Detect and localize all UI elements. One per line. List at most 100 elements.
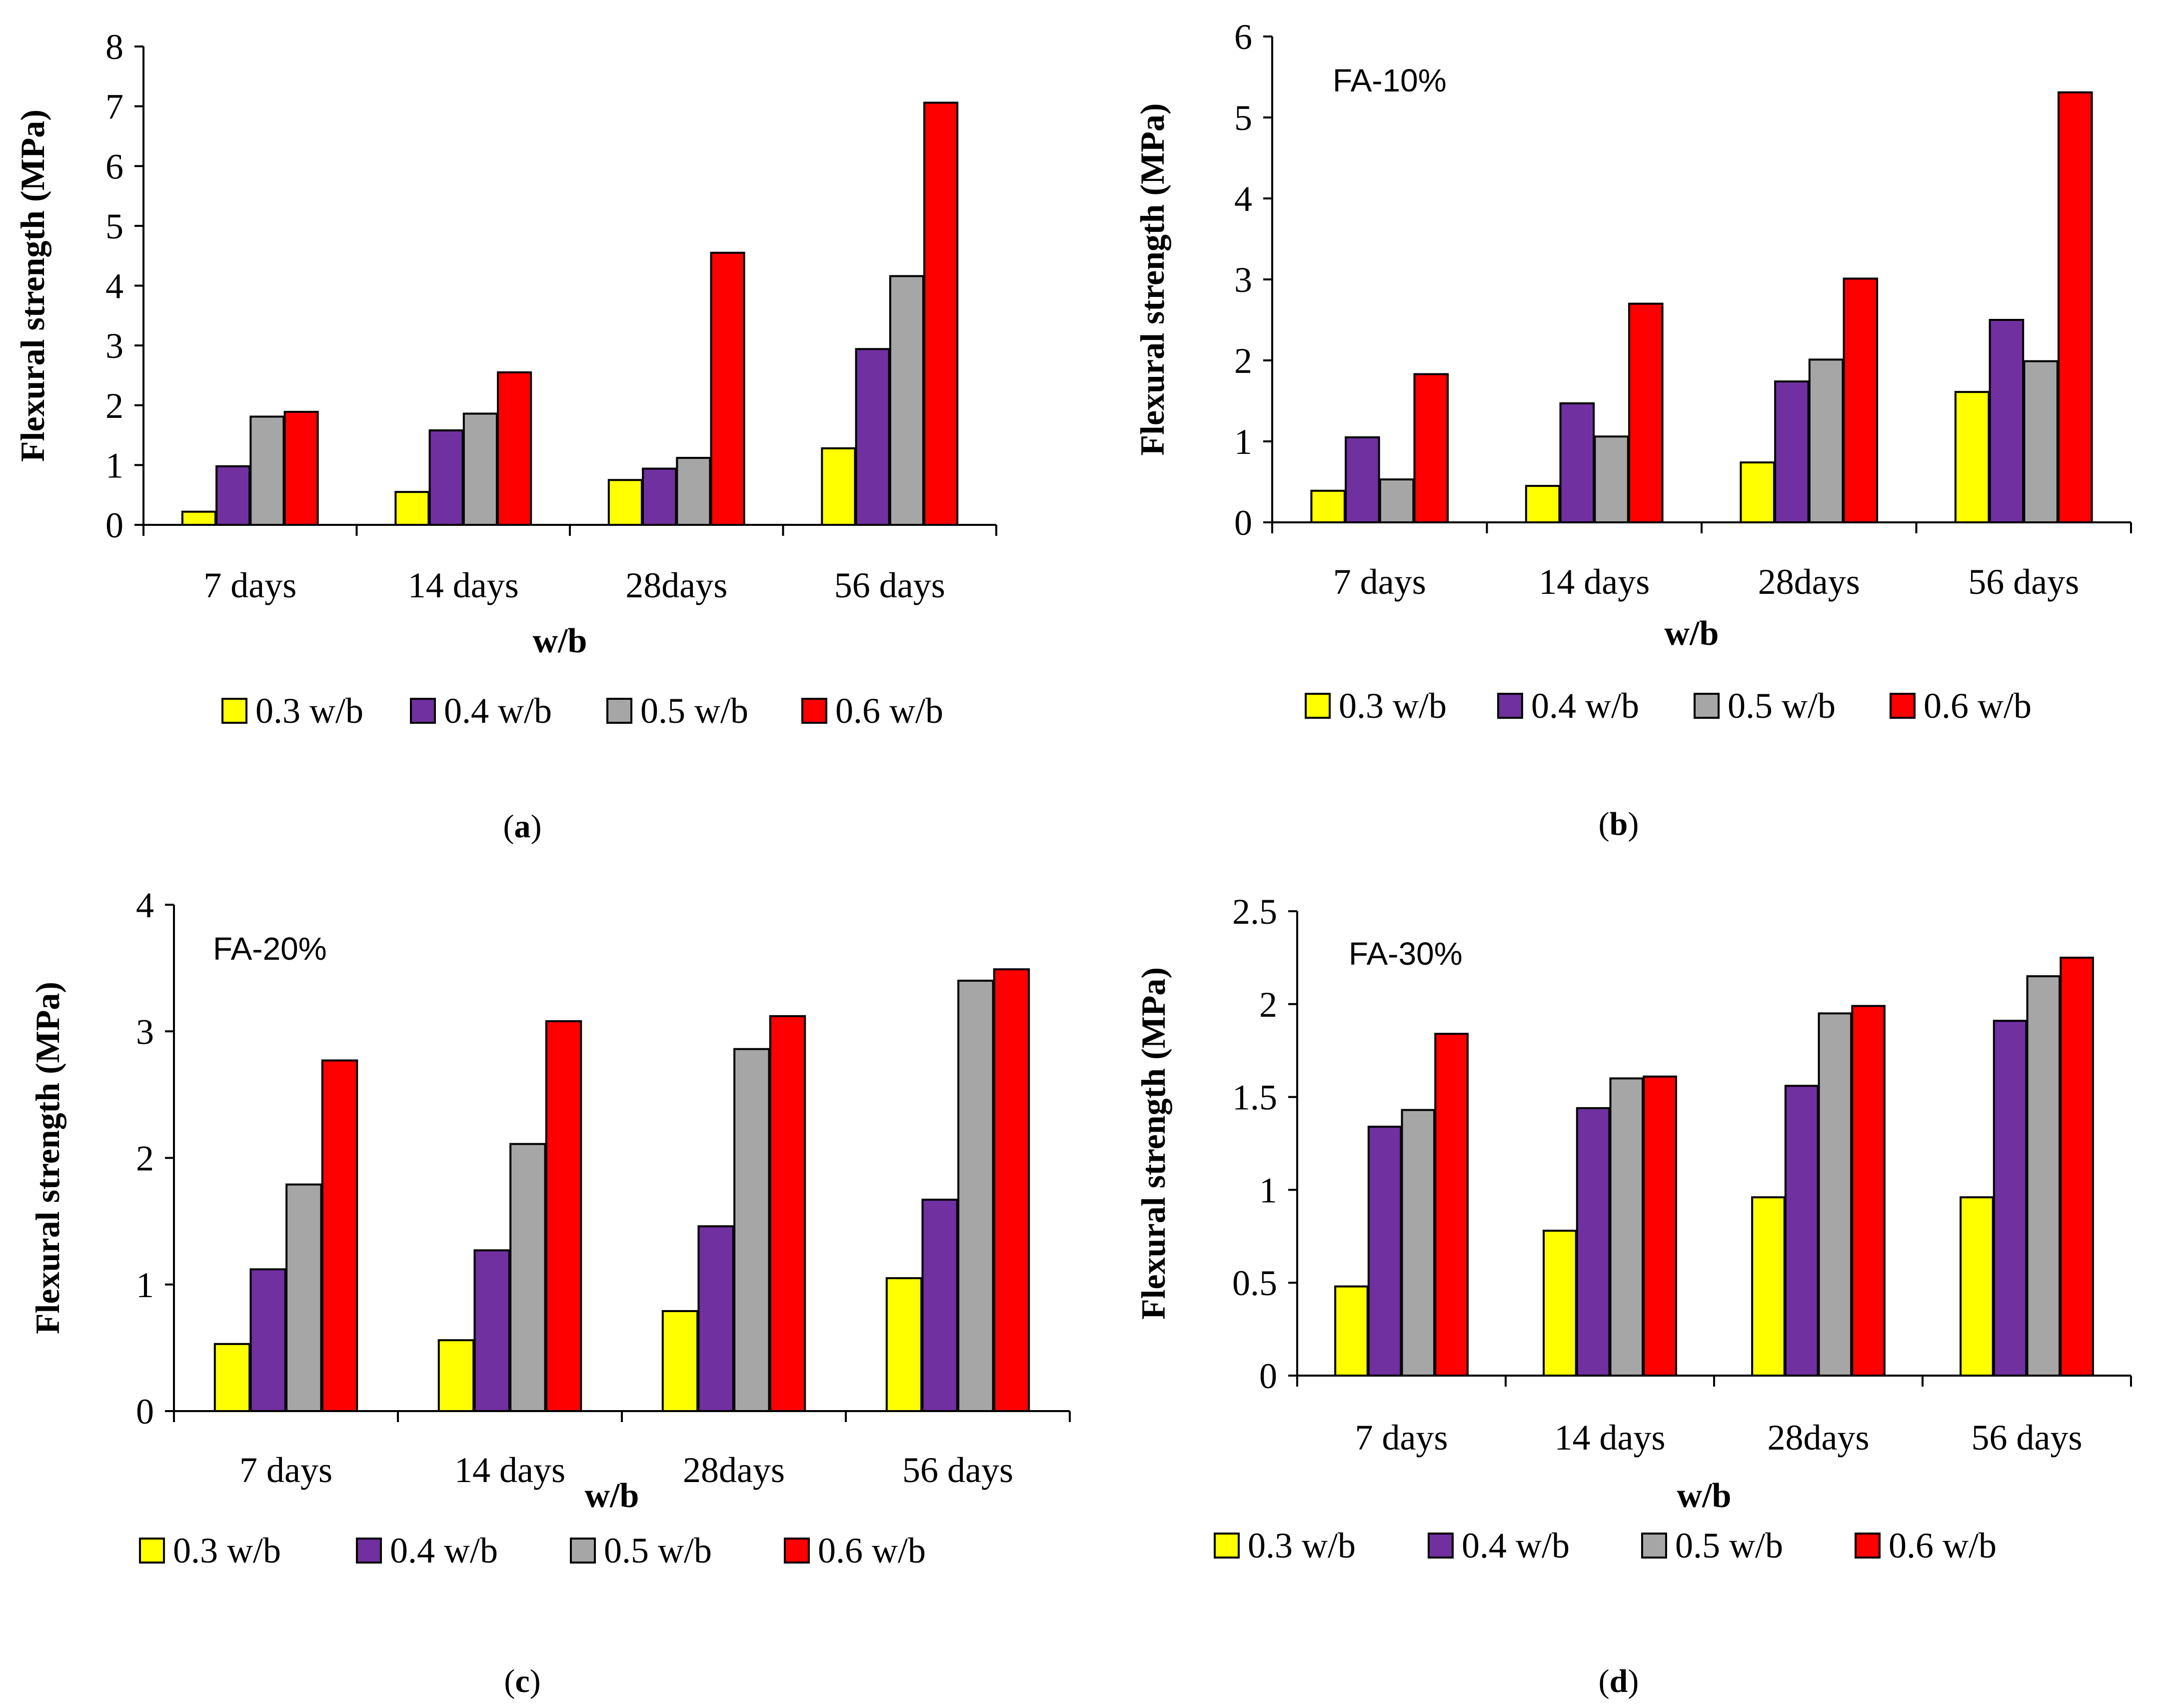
legend-item: 0.5 w/b: [606, 691, 748, 731]
legend-label: 0.4 w/b: [1462, 1526, 1570, 1566]
bar-0-3-w-b-56-days: [1960, 1196, 1994, 1377]
legend-label: 0.5 w/b: [1728, 686, 1836, 726]
bar-0-5-w-b-7-days: [285, 1183, 322, 1413]
y-tick-label: 1: [1234, 422, 1252, 462]
category-label: 56 days: [1972, 1418, 2083, 1458]
panel-caption: (a): [503, 808, 542, 845]
bar-0-6-w-b-56-days: [2060, 956, 2094, 1377]
legend-item: 0.4 w/b: [356, 1531, 498, 1571]
legend-swatch: [1214, 1533, 1240, 1559]
bar-0-6-w-b-28days: [769, 1015, 806, 1412]
panel-caption: (c): [504, 1663, 540, 1700]
bar-0-5-w-b-7-days: [249, 415, 285, 526]
bar-0-5-w-b-56-days: [2026, 975, 2061, 1377]
legend: 0.3 w/b 0.4 w/b 0.5 w/b 0.6 w/b: [221, 691, 943, 731]
category-label: 7 days: [1355, 1418, 1448, 1458]
y-tick-label: 2: [136, 1139, 154, 1179]
legend-item: 0.4 w/b: [1497, 686, 1639, 726]
chart-panel-a: 0 1 2 3 4 5 6 7 8 7 days 14 days 28days 56 days w/b Fl…: [13, 27, 997, 845]
legend-label: 0.5 w/b: [1675, 1526, 1783, 1566]
bar-0-6-w-b-7-days: [1413, 373, 1449, 523]
bar-0-5-w-b-14-days: [1609, 1077, 1644, 1377]
category-label: 7 days: [1333, 562, 1426, 602]
bar-0-3-w-b-14-days: [1543, 1230, 1577, 1377]
category-label: 56 days: [902, 1450, 1013, 1490]
y-tick-label: 3: [105, 326, 123, 366]
bar-0-4-w-b-56-days: [921, 1199, 958, 1412]
bar-0-6-w-b-7-days: [1434, 1033, 1469, 1377]
category-label: 56 days: [834, 565, 945, 605]
x-axis-label: w/b: [533, 622, 587, 660]
bar-0-4-w-b-28days: [697, 1225, 734, 1412]
y-tick-label: 1: [105, 445, 123, 485]
bar-0-3-w-b-56-days: [1954, 391, 1990, 523]
category-label: 28days: [625, 565, 727, 605]
legend-label: 0.3 w/b: [255, 691, 363, 731]
chart-panel-c: 0 1 2 3 4 7 days 14 days 28days 56 days w/b Flexur…: [28, 885, 1071, 1700]
y-axis-label: Flexural strength (MPa): [13, 109, 51, 462]
legend-swatch: [784, 1538, 810, 1564]
category-label: 7 days: [203, 565, 296, 605]
legend: 0.3 w/b 0.4 w/b 0.5 w/b 0.6 w/b: [1305, 686, 2032, 726]
legend-item: 0.6 w/b: [784, 1531, 926, 1571]
panel-annotation: FA-20%: [213, 931, 327, 967]
y-tick-label: 1: [1259, 1170, 1277, 1210]
legend-label: 0.5 w/b: [640, 691, 748, 731]
chart-panel-b: 0 1 2 3 4 5 6 7 days 14 days 28days 56 days w/b Flex…: [1133, 17, 2132, 842]
bar-0-6-w-b-28days: [1851, 1005, 1886, 1377]
category-label: 28days: [1768, 1418, 1870, 1458]
category-label: 28days: [683, 1450, 785, 1490]
x-axis-label: w/b: [1665, 614, 1719, 653]
legend-swatch: [1497, 693, 1523, 719]
bar-0-3-w-b-14-days: [437, 1339, 475, 1412]
y-tick-label: 6: [1234, 17, 1252, 57]
bar-0-5-w-b-28days: [1808, 358, 1844, 523]
bar-0-6-w-b-14-days: [1643, 1075, 1677, 1377]
y-tick-label: 1.5: [1232, 1078, 1277, 1118]
legend-item: 0.5 w/b: [570, 1531, 712, 1571]
y-tick-label: 4: [105, 266, 123, 306]
bar-0-6-w-b-56-days: [993, 968, 1030, 1412]
legend-swatch: [801, 698, 827, 724]
legend-swatch: [1694, 693, 1720, 719]
legend-label: 0.4 w/b: [1531, 686, 1639, 726]
y-tick-label: 4: [1234, 179, 1252, 219]
legend-item: 0.5 w/b: [1694, 686, 1836, 726]
legend-item: 0.4 w/b: [1428, 1526, 1570, 1566]
category-label: 14 days: [1539, 562, 1650, 602]
bar-0-6-w-b-14-days: [497, 371, 532, 526]
legend-item: 0.5 w/b: [1641, 1526, 1783, 1566]
y-tick-label: 0: [136, 1392, 154, 1432]
bar-0-3-w-b-7-days: [1334, 1285, 1369, 1377]
bar-0-3-w-b-56-days: [885, 1277, 923, 1412]
y-axis-label: Flexural strength (MPa): [1134, 967, 1172, 1320]
bar-0-5-w-b-56-days: [957, 979, 994, 1412]
y-tick-label: 7: [105, 87, 123, 127]
legend-item: 0.6 w/b: [801, 691, 943, 731]
bar-0-3-w-b-28days: [1740, 461, 1775, 523]
bar-0-5-w-b-14-days: [509, 1143, 546, 1413]
legend-swatch: [1305, 693, 1331, 719]
bar-0-3-w-b-7-days: [213, 1343, 251, 1413]
x-axis-label: w/b: [585, 1477, 639, 1515]
bar-0-5-w-b-56-days: [2023, 360, 2059, 523]
y-tick-label: 3: [136, 1012, 154, 1052]
y-tick-label: 5: [1234, 98, 1252, 138]
legend-label: 0.5 w/b: [604, 1531, 712, 1571]
legend-item: 0.3 w/b: [1214, 1526, 1356, 1566]
bar-0-5-w-b-28days: [1818, 1012, 1853, 1377]
y-axis-label: Flexural strength (MPa): [28, 982, 66, 1334]
bar-0-4-w-b-14-days: [428, 429, 464, 526]
bar-0-4-w-b-56-days: [1989, 319, 2025, 523]
bar-0-5-w-b-28days: [676, 457, 711, 526]
panel-annotation: FA-10%: [1333, 62, 1447, 98]
bar-0-5-w-b-28days: [733, 1048, 770, 1413]
category-label: 28days: [1758, 562, 1860, 602]
legend-label: 0.3 w/b: [1339, 686, 1447, 726]
y-tick-label: 5: [105, 206, 123, 246]
legend-swatch: [410, 698, 436, 724]
bar-0-3-w-b-28days: [661, 1310, 699, 1413]
legend-swatch: [570, 1538, 596, 1564]
legend-swatch: [1641, 1533, 1667, 1559]
